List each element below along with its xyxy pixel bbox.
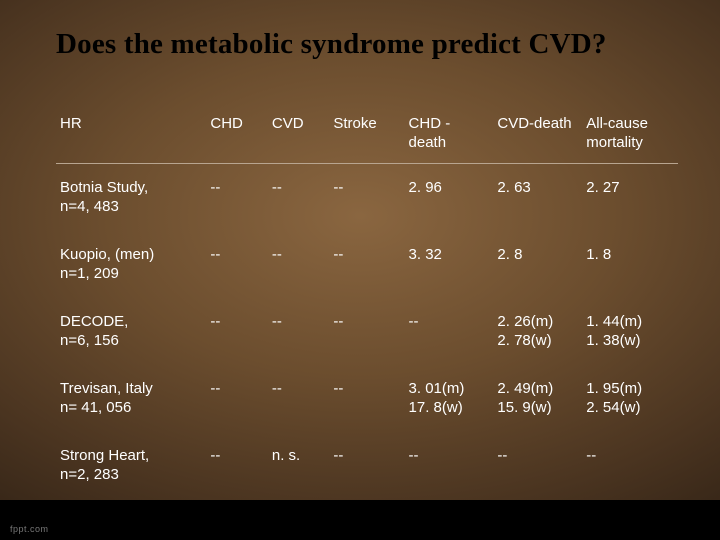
cell: --	[329, 163, 404, 231]
table-header-row: HR CHD CVD Stroke CHD - death CVD-death …	[56, 109, 678, 163]
col-header: All-cause mortality	[582, 109, 678, 163]
cell: --	[582, 432, 678, 499]
cell: --	[268, 298, 330, 365]
footer-bar: fppt.com	[0, 500, 720, 540]
table-row: Botnia Study, n=4, 483 -- -- -- 2. 96 2.…	[56, 163, 678, 231]
cell: n. s.	[268, 432, 330, 499]
table-row: Trevisan, Italy n= 41, 056 -- -- -- 3. 0…	[56, 365, 678, 432]
cell: --	[206, 163, 268, 231]
col-header: CHD	[206, 109, 268, 163]
cell: 3. 32	[405, 231, 494, 298]
cell: Kuopio, (men) n=1, 209	[56, 231, 206, 298]
col-header: HR	[56, 109, 206, 163]
cell: --	[329, 231, 404, 298]
data-table: HR CHD CVD Stroke CHD - death CVD-death …	[56, 109, 678, 499]
cell: Strong Heart, n=2, 283	[56, 432, 206, 499]
cell: --	[206, 298, 268, 365]
cell: --	[206, 432, 268, 499]
slide: Does the metabolic syndrome predict CVD?…	[0, 0, 720, 540]
cell: --	[329, 365, 404, 432]
cell: DECODE, n=6, 156	[56, 298, 206, 365]
cell: 2. 8	[493, 231, 582, 298]
table-row: Kuopio, (men) n=1, 209 -- -- -- 3. 32 2.…	[56, 231, 678, 298]
col-header: CVD	[268, 109, 330, 163]
cell: --	[329, 298, 404, 365]
cell: 2. 26(m) 2. 78(w)	[493, 298, 582, 365]
cell: --	[206, 365, 268, 432]
cell: 3. 01(m) 17. 8(w)	[405, 365, 494, 432]
cell: 1. 8	[582, 231, 678, 298]
cell: 1. 95(m) 2. 54(w)	[582, 365, 678, 432]
cell: --	[405, 432, 494, 499]
table-row: Strong Heart, n=2, 283 -- n. s. -- -- --…	[56, 432, 678, 499]
cell: --	[268, 231, 330, 298]
cell: --	[206, 231, 268, 298]
cell: Botnia Study, n=4, 483	[56, 163, 206, 231]
cell: --	[329, 432, 404, 499]
col-header: Stroke	[329, 109, 404, 163]
slide-title: Does the metabolic syndrome predict CVD?	[56, 28, 678, 61]
col-header: CVD-death	[493, 109, 582, 163]
cell: 2. 27	[582, 163, 678, 231]
cell: --	[493, 432, 582, 499]
cell: 1. 44(m) 1. 38(w)	[582, 298, 678, 365]
cell: 2. 96	[405, 163, 494, 231]
cell: 2. 63	[493, 163, 582, 231]
cell: --	[405, 298, 494, 365]
col-header: CHD - death	[405, 109, 494, 163]
table-row: DECODE, n=6, 156 -- -- -- -- 2. 26(m) 2.…	[56, 298, 678, 365]
cell: Trevisan, Italy n= 41, 056	[56, 365, 206, 432]
cell: --	[268, 365, 330, 432]
template-logo: fppt.com	[10, 524, 49, 534]
table-body: Botnia Study, n=4, 483 -- -- -- 2. 96 2.…	[56, 163, 678, 499]
cell: --	[268, 163, 330, 231]
cell: 2. 49(m) 15. 9(w)	[493, 365, 582, 432]
